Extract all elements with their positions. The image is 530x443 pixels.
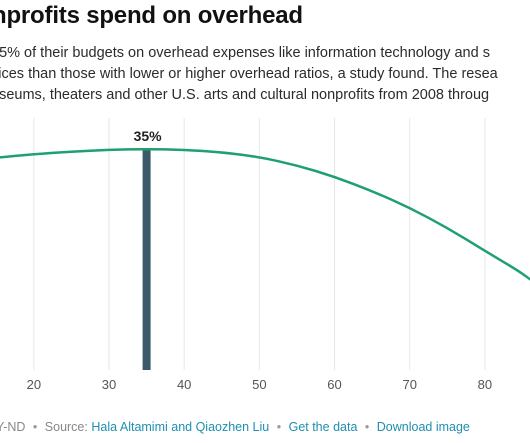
highlight-label: 35%	[134, 128, 163, 144]
x-tick-label: 80	[478, 377, 492, 392]
description-line: vices than those with lower or higher ov…	[0, 66, 498, 82]
download-image-link[interactable]: Download image	[376, 420, 470, 434]
description-line: useums, theaters and other U.S. arts and…	[0, 87, 490, 103]
x-tick-label: 60	[327, 377, 341, 392]
get-data-link[interactable]: Get the data	[288, 420, 358, 434]
chart-footer: Y-ND • Source: Hala Altamimi and Qiaozhe…	[0, 420, 470, 434]
x-tick-label: 30	[102, 377, 116, 392]
x-tick-label: 20	[27, 377, 41, 392]
footer-separator: •	[364, 420, 370, 434]
highlight-bar	[142, 149, 151, 370]
description-line: 35% of their budgets on overhead expense…	[0, 45, 490, 61]
footer-separator: •	[32, 420, 38, 434]
chart-title: nprofits spend on overhead	[0, 2, 303, 29]
source-link[interactable]: Hala Altamimi and Qiaozhen Liu	[91, 420, 270, 434]
x-tick-label: 50	[252, 377, 266, 392]
chart-description: 35% of their budgets on overhead expense…	[0, 43, 530, 106]
overhead-curve	[0, 147, 530, 281]
license-text: Y-ND	[0, 420, 26, 434]
source-label: Source:	[44, 420, 88, 434]
overhead-chart: 20 30 40 50 60 70 80 35%	[0, 118, 530, 392]
x-tick-label: 40	[177, 377, 191, 392]
x-tick-label: 70	[402, 377, 416, 392]
footer-separator: •	[276, 420, 282, 434]
